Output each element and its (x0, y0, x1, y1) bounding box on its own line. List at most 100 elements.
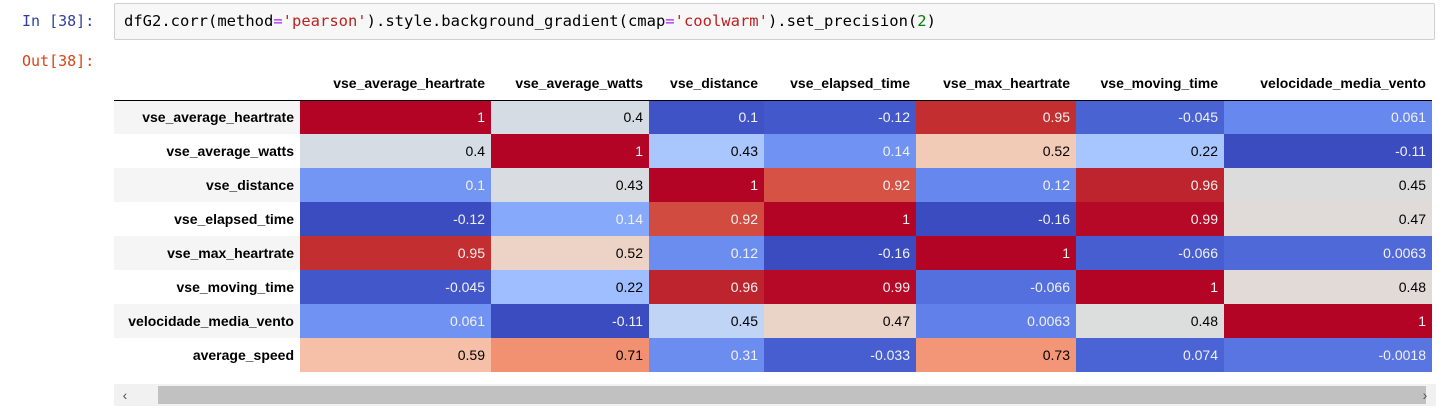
table-cell: 0.061 (300, 304, 491, 338)
table-cell: -0.066 (1076, 236, 1224, 270)
table-cell: 0.96 (649, 270, 764, 304)
table-cell: 1 (764, 202, 916, 236)
table-row: vse_average_heartrate 1 0.4 0.1 -0.12 0.95 -0.… (114, 100, 1432, 134)
table-row: vse_average_watts 0.4 1 0.43 0.14 0.52 0.22 -0.… (114, 134, 1432, 168)
code-token: dfG2.corr(method (124, 12, 274, 30)
table-cell: -0.045 (300, 270, 491, 304)
table-row: velocidade_media_vento 0.061 -0.11 0.45 0.47… (114, 304, 1432, 338)
code-cell-input[interactable]: dfG2.corr(method='pearson').style.backgr… (114, 3, 1435, 40)
correlation-table: vse_average_heartrate vse_average_watts … (114, 66, 1432, 372)
table-cell: -0.16 (764, 236, 916, 270)
table-row: average_speed 0.59 0.71 0.31 -0.033 0.73 0.074… (114, 338, 1432, 372)
row-header: vse_moving_time (114, 270, 300, 304)
table-cell: 0.061 (1224, 100, 1432, 134)
table-cell: 0.92 (764, 168, 916, 202)
table-cell: 0.92 (649, 202, 764, 236)
table-cell: -0.066 (916, 270, 1076, 304)
output-area: vse_average_heartrate vse_average_watts … (114, 66, 1436, 384)
table-cell: 0.12 (916, 168, 1076, 202)
code-operator: = (273, 12, 283, 30)
table-cell: -0.033 (764, 338, 916, 372)
table-cell: 0.47 (764, 304, 916, 338)
code-operator: = (665, 12, 675, 30)
chevron-right-icon[interactable]: › (1422, 387, 1428, 403)
table-cell: 0.22 (1076, 134, 1224, 168)
table-cell: 0.52 (491, 236, 649, 270)
column-header: vse_max_heartrate (916, 66, 1076, 100)
table-row: vse_elapsed_time -0.12 0.14 0.92 1 -0.16 0.99 0… (114, 202, 1432, 236)
code-line: dfG2.corr(method='pearson').style.backgr… (124, 12, 936, 30)
table-cell: 1 (1224, 304, 1432, 338)
horizontal-scrollbar[interactable]: ‹ › (114, 384, 1436, 406)
table-cell: -0.16 (916, 202, 1076, 236)
table-cell: 0.4 (491, 100, 649, 134)
row-header: vse_max_heartrate (114, 236, 300, 270)
table-cell: 0.73 (916, 338, 1076, 372)
table-cell: 0.96 (1076, 168, 1224, 202)
table-cell: -0.11 (1224, 134, 1432, 168)
table-cell: 0.074 (1076, 338, 1224, 372)
table-cell: 0.95 (300, 236, 491, 270)
table-cell: 0.14 (764, 134, 916, 168)
table-cell: 0.43 (649, 134, 764, 168)
input-prompt: In [38]: (22, 12, 95, 30)
table-cell: -0.12 (764, 100, 916, 134)
table-cell: 0.47 (1224, 202, 1432, 236)
chevron-left-icon[interactable]: ‹ (122, 387, 128, 403)
table-cell: 0.52 (916, 134, 1076, 168)
column-header: velocidade_media_vento (1224, 66, 1432, 100)
header-row: vse_average_heartrate vse_average_watts … (114, 66, 1432, 100)
row-header: velocidade_media_vento (114, 304, 300, 338)
table-cell: 0.45 (649, 304, 764, 338)
code-token: ) (926, 12, 936, 30)
table-row: vse_distance 0.1 0.43 1 0.92 0.12 0.96 0.45 (114, 168, 1432, 202)
table-cell: 0.99 (1076, 202, 1224, 236)
table-cell: 1 (300, 100, 491, 134)
code-string: 'coolwarm' (674, 12, 768, 30)
table-cell: 0.45 (1224, 168, 1432, 202)
table-cell: 0.99 (764, 270, 916, 304)
row-header: vse_elapsed_time (114, 202, 300, 236)
scrollbar-thumb[interactable] (158, 386, 1426, 404)
table-cell: 0.59 (300, 338, 491, 372)
table-row: vse_max_heartrate 0.95 0.52 0.12 -0.16 1 -0.06… (114, 236, 1432, 270)
row-header: average_speed (114, 338, 300, 372)
column-header: vse_moving_time (1076, 66, 1224, 100)
corner-cell (114, 66, 300, 100)
table-cell: 0.12 (649, 236, 764, 270)
table-cell: 0.14 (491, 202, 649, 236)
table-cell: 0.4 (300, 134, 491, 168)
table-cell: 0.48 (1224, 270, 1432, 304)
row-header: vse_average_watts (114, 134, 300, 168)
table-cell: 0.71 (491, 338, 649, 372)
table-cell: -0.045 (1076, 100, 1224, 134)
table-cell: -0.11 (491, 304, 649, 338)
table-cell: -0.0018 (1224, 338, 1432, 372)
table-cell: 0.31 (649, 338, 764, 372)
column-header: vse_average_watts (491, 66, 649, 100)
code-token: ).style.background_gradient(cmap (366, 12, 666, 30)
table-body: vse_average_heartrate 1 0.4 0.1 -0.12 0.95 -0.… (114, 100, 1432, 372)
table-cell: 0.0063 (1224, 236, 1432, 270)
table-cell: 1 (649, 168, 764, 202)
table-cell: 0.1 (649, 100, 764, 134)
table-cell: 0.95 (916, 100, 1076, 134)
table-cell: 0.43 (491, 168, 649, 202)
column-header: vse_distance (649, 66, 764, 100)
table-cell: 1 (916, 236, 1076, 270)
table-cell: -0.12 (300, 202, 491, 236)
table-cell: 0.22 (491, 270, 649, 304)
table-row: vse_moving_time -0.045 0.22 0.96 0.99 -0.066 1… (114, 270, 1432, 304)
table-cell: 0.1 (300, 168, 491, 202)
table-cell: 0.48 (1076, 304, 1224, 338)
column-header: vse_average_heartrate (300, 66, 491, 100)
output-prompt: Out[38]: (22, 52, 95, 70)
code-token: ).set_precision( (767, 12, 918, 30)
table-cell: 0.0063 (916, 304, 1076, 338)
code-number: 2 (917, 12, 927, 30)
row-header: vse_distance (114, 168, 300, 202)
column-header: vse_elapsed_time (764, 66, 916, 100)
row-header: vse_average_heartrate (114, 100, 300, 134)
table-cell: 1 (1076, 270, 1224, 304)
code-string: 'pearson' (282, 12, 367, 30)
